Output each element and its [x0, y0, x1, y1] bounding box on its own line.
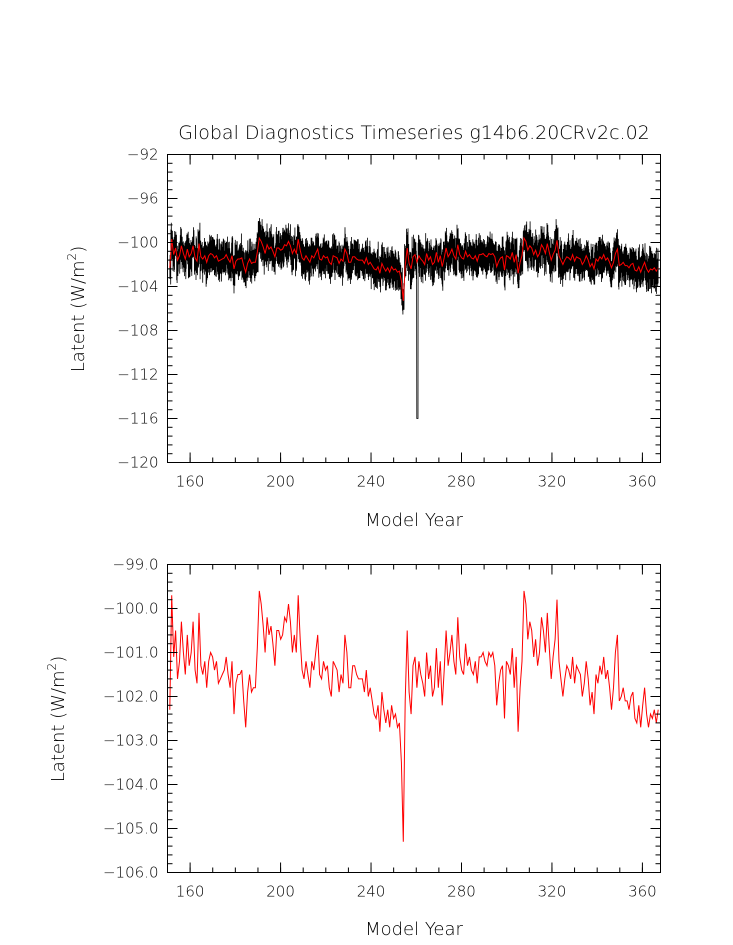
monthly-series-line — [169, 217, 659, 419]
top-chart: 160 200 240 280 320 360 −120 −116 −112 −108 −104 −1… — [65, 146, 661, 531]
x-tick-label: 320 — [538, 473, 567, 491]
y-tick-label: −103.0 — [103, 732, 159, 750]
figure-title: Global Diagnostics Timeseries g14b6.20CR… — [178, 122, 650, 144]
y-tick-label: −100.0 — [103, 600, 159, 618]
x-tick-label: 360 — [628, 473, 657, 491]
x-tick-label: 240 — [357, 473, 386, 491]
y-tick-label: −100 — [117, 234, 158, 252]
x-tick-label: 160 — [176, 473, 205, 491]
top-axes: 160 200 240 280 320 360 −120 −116 −112 −108 −104 −1… — [117, 146, 661, 491]
y-tick-label: −104.0 — [103, 776, 159, 794]
x-tick-label: 320 — [538, 883, 567, 901]
y-tick-label: −104 — [117, 278, 158, 296]
top-x-axis-label: Model Year — [365, 510, 463, 531]
x-tick-label: 280 — [447, 883, 476, 901]
y-tick-label: −106.0 — [103, 864, 159, 882]
annual-series-line — [169, 590, 659, 842]
y-tick-label: −108 — [117, 322, 158, 340]
annual-series-line — [169, 236, 659, 301]
y-tick-label: −112 — [117, 366, 158, 384]
top-plot-data — [169, 217, 659, 419]
bottom-y-axis-label: Latent (W/m2) — [45, 656, 69, 782]
y-tick-label: −105.0 — [103, 820, 159, 838]
y-tick-label: −101.0 — [103, 644, 159, 662]
y-tick-label: −116 — [117, 410, 158, 428]
y-tick-label: −92 — [127, 146, 159, 164]
bottom-chart: 160 200 240 280 320 360 −106.0 −105.0 −104.0 −103… — [45, 556, 661, 940]
bottom-plot-frame — [167, 564, 661, 873]
top-y-axis-label: Latent (W/m2) — [65, 246, 89, 372]
bottom-plot-data — [169, 590, 659, 842]
y-tick-label: −120 — [117, 454, 158, 472]
x-tick-label: 200 — [266, 883, 295, 901]
x-tick-label: 240 — [357, 883, 386, 901]
top-plot-frame — [167, 154, 661, 463]
bottom-x-axis-label: Model Year — [365, 919, 463, 940]
y-tick-label: −102.0 — [103, 688, 159, 706]
x-tick-label: 200 — [266, 473, 295, 491]
bottom-axes: 160 200 240 280 320 360 −106.0 −105.0 −104.0 −103… — [103, 556, 661, 901]
y-tick-label: −99.0 — [113, 556, 159, 574]
x-tick-label: 160 — [176, 883, 205, 901]
y-tick-label: −96 — [127, 190, 159, 208]
x-tick-label: 280 — [447, 473, 476, 491]
x-tick-label: 360 — [628, 883, 657, 901]
